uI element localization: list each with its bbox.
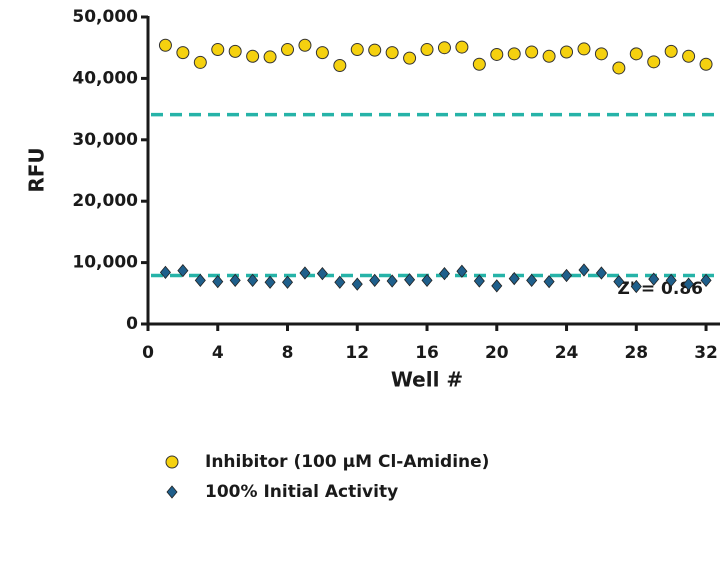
point	[420, 43, 434, 57]
point	[699, 57, 713, 71]
point	[472, 57, 486, 71]
point	[281, 43, 295, 57]
x-axis-label: Well #	[391, 368, 463, 392]
point	[211, 43, 225, 57]
legend-label: 100% Initial Activity	[205, 482, 398, 502]
point	[404, 273, 416, 287]
point	[386, 274, 398, 288]
x-tick-label: 32	[694, 343, 718, 363]
legend-marker	[166, 485, 178, 499]
point	[369, 273, 381, 288]
point	[577, 42, 591, 56]
point	[228, 44, 242, 58]
point	[630, 279, 642, 294]
point	[177, 263, 189, 278]
point	[159, 265, 171, 280]
point	[281, 275, 294, 289]
legend-marker	[165, 455, 179, 469]
point	[594, 47, 608, 61]
point	[648, 272, 660, 286]
point	[682, 49, 696, 63]
point	[315, 46, 329, 60]
point	[456, 264, 468, 278]
point	[508, 271, 520, 286]
point	[526, 273, 538, 288]
point	[561, 268, 573, 283]
x-tick-label: 8	[282, 343, 294, 363]
point	[333, 59, 347, 73]
x-tick-label: 0	[142, 343, 154, 363]
y-axis-label: RFU	[25, 147, 49, 192]
point	[403, 51, 417, 65]
y-tick-label: 20,000	[72, 191, 138, 211]
point	[613, 275, 625, 289]
point	[299, 266, 311, 280]
x-tick-label: 16	[415, 343, 439, 363]
point	[316, 267, 328, 281]
y-tick-label: 10,000	[72, 253, 138, 273]
x-tick-label: 28	[624, 343, 648, 363]
y-tick-label: 50,000	[72, 7, 138, 27]
x-tick-label: 4	[212, 343, 224, 363]
point	[700, 273, 712, 288]
point	[350, 43, 364, 57]
x-tick-label: 20	[485, 343, 509, 363]
point	[212, 275, 224, 289]
y-tick-label: 0	[126, 314, 138, 334]
y-tick-label: 40,000	[72, 68, 138, 88]
point	[683, 277, 695, 291]
point	[595, 266, 607, 280]
x-tick-label: 24	[555, 343, 579, 363]
point	[368, 43, 382, 57]
point	[176, 46, 190, 60]
point	[194, 273, 206, 288]
point	[385, 46, 399, 60]
point	[455, 40, 469, 54]
point	[665, 273, 677, 288]
point	[543, 275, 555, 289]
point	[525, 45, 539, 59]
point	[578, 263, 590, 277]
point	[473, 274, 485, 288]
point	[264, 275, 276, 289]
point	[490, 47, 504, 61]
x-tick-label: 12	[345, 343, 369, 363]
point	[334, 275, 346, 289]
point	[542, 49, 556, 63]
point	[629, 47, 643, 61]
point	[491, 279, 503, 293]
point	[351, 277, 363, 291]
point	[507, 47, 521, 61]
point	[612, 61, 626, 75]
point	[193, 55, 207, 69]
point	[647, 55, 661, 69]
legend-label: Inhibitor (100 µM Cl-Amidine)	[205, 452, 489, 472]
point	[298, 38, 312, 52]
point	[263, 50, 277, 64]
point	[246, 49, 260, 63]
point	[421, 273, 433, 288]
y-tick-label: 30,000	[72, 130, 138, 150]
point	[438, 267, 450, 281]
point	[229, 273, 241, 288]
point	[158, 38, 172, 52]
point	[560, 45, 574, 59]
point	[664, 44, 678, 58]
point	[247, 273, 259, 288]
point	[437, 41, 451, 55]
